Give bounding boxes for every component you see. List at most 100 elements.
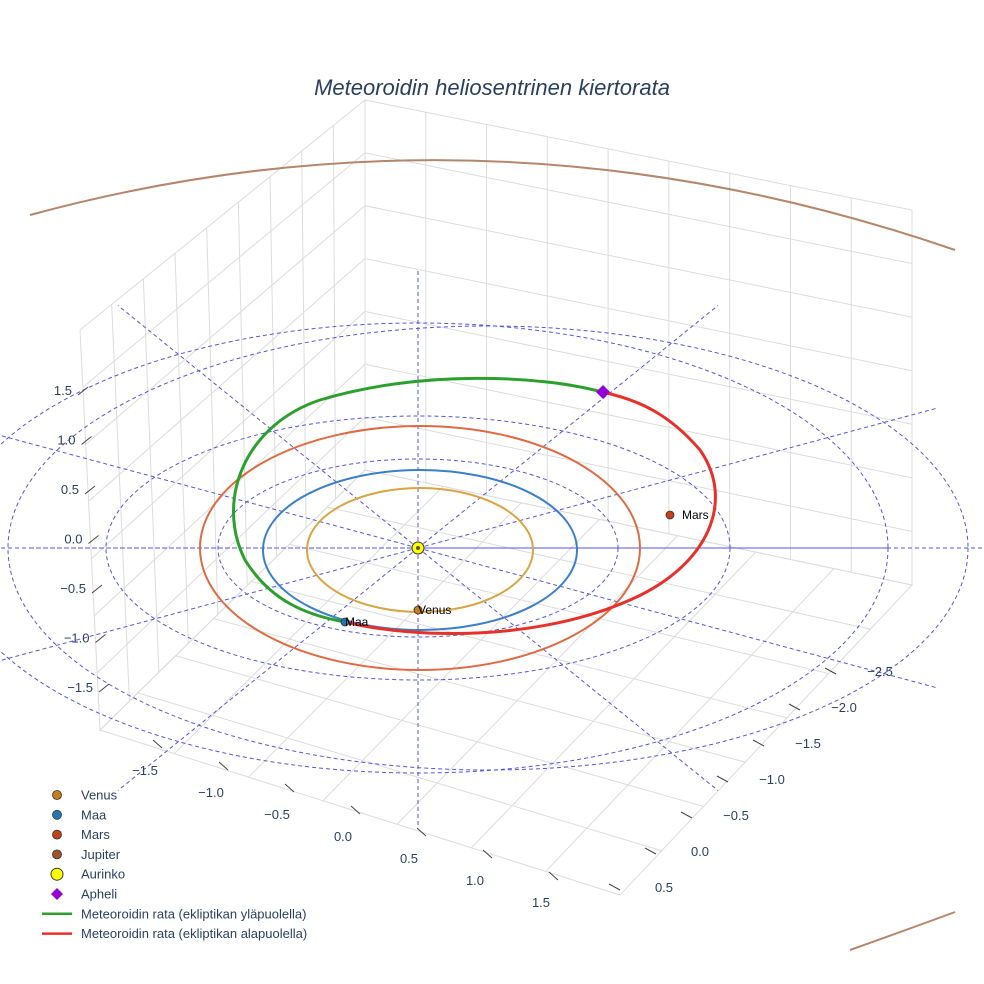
legend-symbol xyxy=(51,888,63,900)
grid-line xyxy=(364,363,913,479)
x-tick-mark xyxy=(284,783,295,793)
label-venus: Venus xyxy=(418,603,451,617)
grid-line xyxy=(206,227,219,615)
z-tick-label: 1.5 xyxy=(54,383,72,398)
marker-maa xyxy=(340,617,350,627)
y-tick-mark xyxy=(644,847,657,855)
reference-radial xyxy=(0,547,419,662)
x-tick-label: 0.5 xyxy=(400,851,418,866)
reference-radial xyxy=(417,407,938,549)
z-tick-mark xyxy=(81,436,92,445)
legend-symbol xyxy=(52,829,62,840)
reference-radial xyxy=(0,434,419,549)
meteoroid-above-ecliptic xyxy=(232,376,603,624)
grid-line xyxy=(111,304,130,702)
y-tick-mark xyxy=(608,883,621,891)
meteoroid-orbit xyxy=(232,376,717,636)
y-tick-label: 0.0 xyxy=(691,844,709,859)
grid-line xyxy=(364,258,913,372)
grid-line xyxy=(93,363,366,617)
reference-radial xyxy=(417,305,719,549)
axis-ticks: 1.5 1.0 0.5 0.0 −0.5 −1.0 −1.5 −1.5 −1.0 −0.5 0.0 0… xyxy=(54,383,893,910)
x-tick-mark xyxy=(482,849,493,859)
z-tick-label: 1.0 xyxy=(57,433,75,448)
label-mars: Mars xyxy=(682,508,709,522)
orbit-maa xyxy=(262,469,578,631)
grid-line xyxy=(289,543,829,675)
z-tick-label: −1.0 xyxy=(64,631,90,646)
legend-label: Mars xyxy=(81,827,110,842)
y-tick-label: −1.0 xyxy=(759,772,785,787)
z-tick-label: −0.5 xyxy=(60,581,86,596)
grid-line xyxy=(545,568,835,872)
grid-line xyxy=(364,310,913,425)
y-tick-label: −2.5 xyxy=(867,664,893,679)
grid-line xyxy=(174,253,189,644)
grid-line xyxy=(88,258,366,502)
grid-line xyxy=(142,278,160,673)
grid-line xyxy=(248,502,522,778)
y-tick-label: −2.0 xyxy=(831,700,857,715)
grid-line xyxy=(364,205,913,318)
grid-line xyxy=(322,518,600,802)
grid-line xyxy=(96,416,366,674)
body-markers: Venus Maa Mars xyxy=(340,385,709,629)
grid-line xyxy=(364,152,913,265)
y-tick-mark xyxy=(752,739,765,747)
axis-grid xyxy=(79,99,913,896)
marker-aurinko-core xyxy=(416,546,420,550)
x-tick-label: −1.5 xyxy=(132,763,158,778)
x-tick-label: −1.0 xyxy=(198,785,224,800)
marker-apheli xyxy=(596,385,610,399)
x-tick-mark xyxy=(416,827,427,837)
marker-venus xyxy=(413,605,423,615)
legend-symbol xyxy=(50,867,64,881)
x-tick-label: 1.0 xyxy=(466,873,484,888)
y-tick-mark xyxy=(680,811,693,819)
grid-line xyxy=(85,205,366,445)
orbit-jupiter-front xyxy=(849,911,956,951)
reference-radial xyxy=(117,305,419,549)
y-tick-label: 0.5 xyxy=(655,880,673,895)
z-tick-label: 0.0 xyxy=(64,532,82,547)
y-tick-label: −1.5 xyxy=(795,736,821,751)
legend-label: Apheli xyxy=(81,887,117,902)
chart-title: Meteoroidin heliosentrinen kiertorata xyxy=(314,75,670,100)
reference-radial xyxy=(417,547,938,689)
legend-label: Meteoroidin rata (ekliptikan alapuolella… xyxy=(81,926,307,941)
z-tick-mark xyxy=(88,535,99,544)
legend-label: Meteoroidin rata (ekliptikan yläpuolella… xyxy=(81,906,306,921)
y-tick-mark xyxy=(824,667,837,675)
label-maa: Maa xyxy=(345,615,369,629)
z-tick-mark xyxy=(91,584,103,594)
x-tick-mark xyxy=(218,761,229,771)
x-tick-label: 1.5 xyxy=(532,895,550,910)
y-tick-mark xyxy=(716,775,729,783)
grid-line xyxy=(301,151,307,528)
orbit-mars xyxy=(199,425,641,671)
grid-line xyxy=(82,152,366,388)
grid-line xyxy=(327,506,871,630)
planet-orbits xyxy=(29,159,956,951)
grid-line xyxy=(269,176,278,557)
z-tick-mark xyxy=(95,634,106,643)
meteoroid-below-ecliptic xyxy=(344,390,717,636)
grid-line xyxy=(175,655,704,807)
legend-symbol xyxy=(52,790,62,800)
z-tick-mark xyxy=(98,683,110,693)
x-tick-label: 0.0 xyxy=(334,829,352,844)
x-tick-label: −0.5 xyxy=(264,807,290,822)
z-tick-label: 0.5 xyxy=(61,482,79,497)
legend-symbol xyxy=(52,849,62,860)
ecliptic-reference-lines xyxy=(0,268,984,828)
grid-line xyxy=(471,551,757,849)
z-tick-mark xyxy=(84,485,96,495)
legend-label: Venus xyxy=(81,788,118,803)
orbit-jupiter xyxy=(29,159,956,251)
reference-radial xyxy=(117,547,419,791)
z-tick-mark xyxy=(77,386,89,396)
grid-line xyxy=(251,580,787,719)
y-tick-label: −0.5 xyxy=(723,808,749,823)
reference-radial xyxy=(417,547,719,791)
